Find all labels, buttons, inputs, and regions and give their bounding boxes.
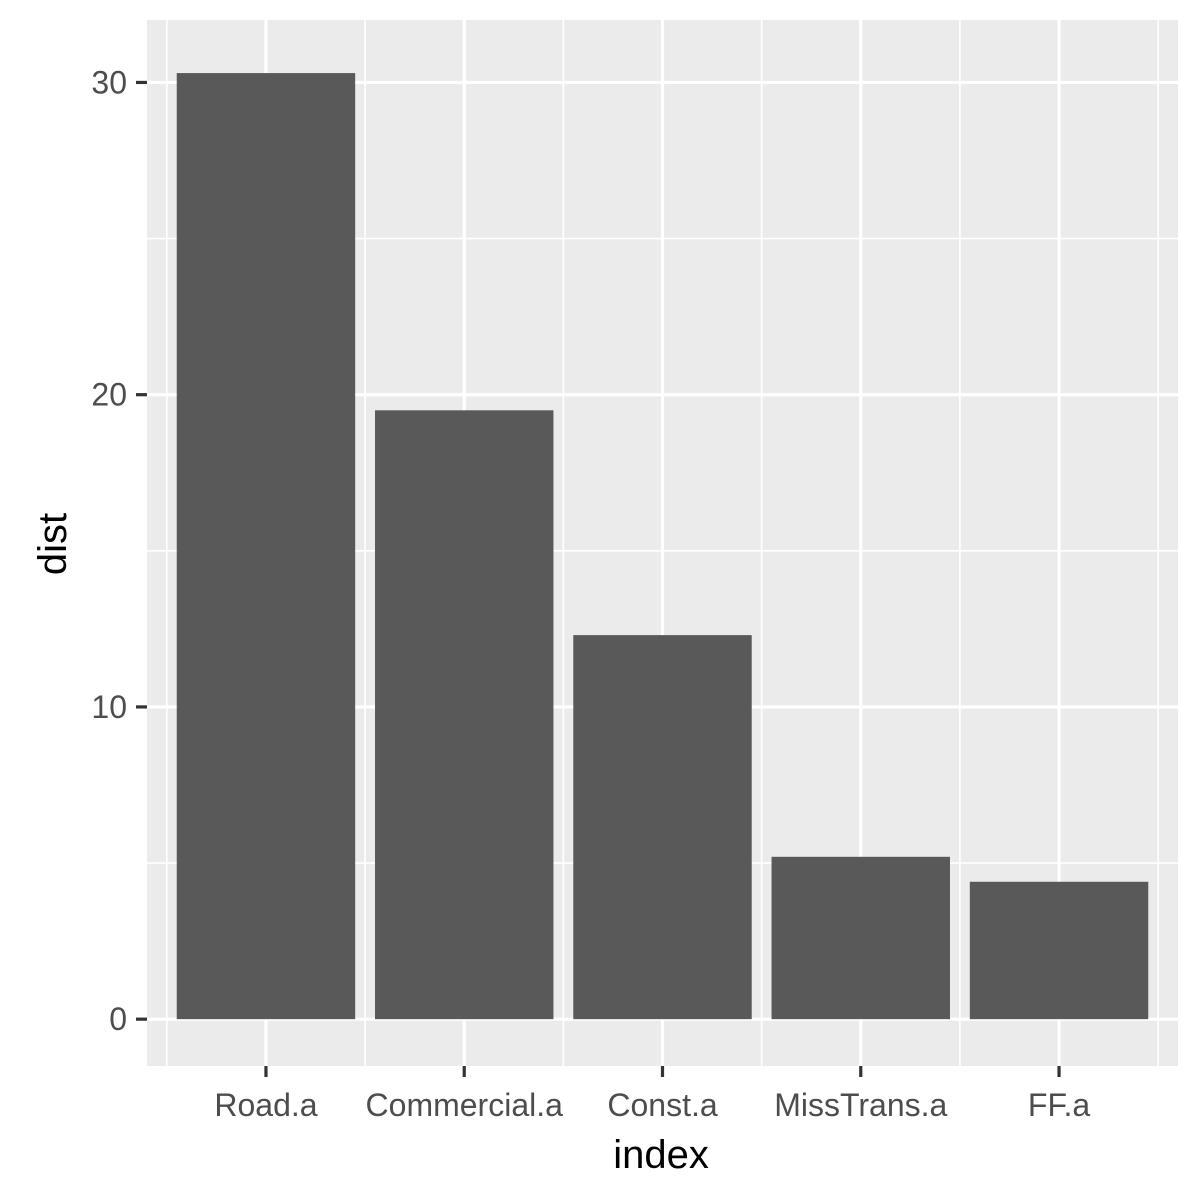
bars: [176, 73, 1149, 1020]
bar-commercial-a: [375, 410, 554, 1020]
x-tick-label: FF.a: [1028, 1087, 1090, 1123]
bar-road-a: [176, 73, 356, 1020]
y-tick-label: 30: [91, 64, 127, 100]
bar-ff-a: [969, 881, 1149, 1020]
y-tick-label: 0: [109, 1001, 127, 1037]
y-axis: 0 10 20 30: [91, 64, 147, 1037]
y-tick-label: 20: [91, 377, 127, 413]
x-tick-label: Const.a: [607, 1087, 717, 1123]
x-axis-title: index: [613, 1133, 709, 1177]
x-tick-label: Road.a: [214, 1087, 317, 1123]
y-axis-title: dist: [31, 513, 75, 575]
bar-misstrans-a: [771, 856, 950, 1020]
bar-const-a: [573, 635, 752, 1020]
x-tick-label: MissTrans.a: [774, 1087, 947, 1123]
y-tick-label: 10: [91, 689, 127, 725]
x-axis: Road.a Commercial.a Const.a MissTrans.a FF.a: [214, 1066, 1090, 1123]
x-tick-label: Commercial.a: [366, 1087, 564, 1123]
